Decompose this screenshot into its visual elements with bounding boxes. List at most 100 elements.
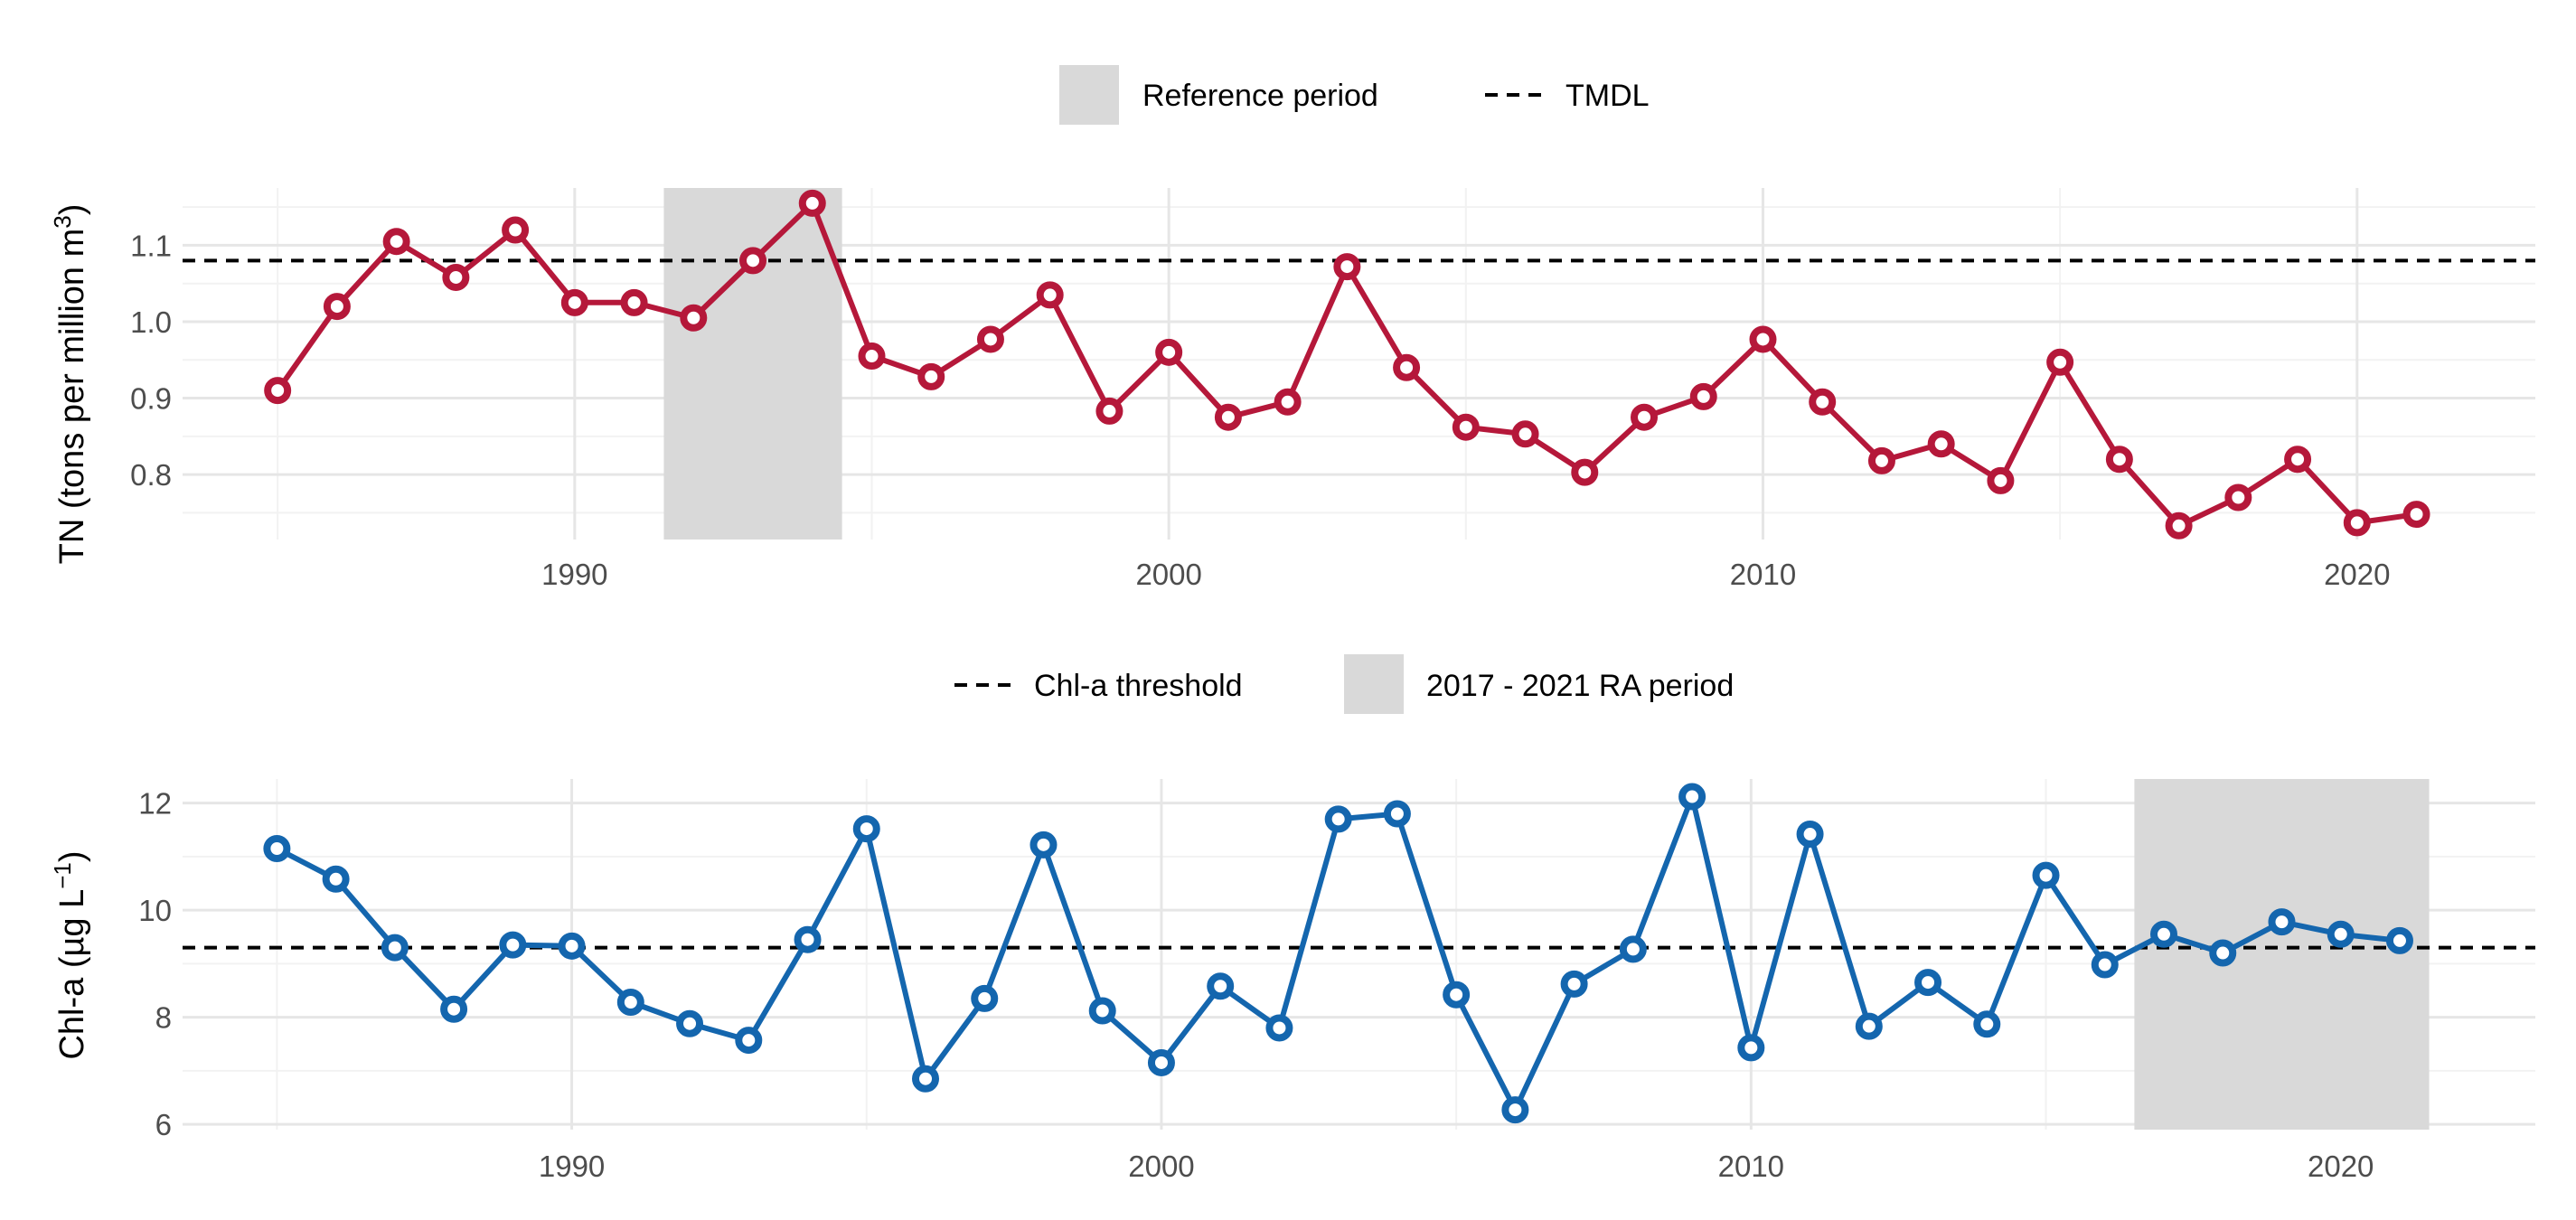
tn-data-point <box>2402 501 2430 529</box>
chla-y-tick-label: 6 <box>155 1108 172 1141</box>
chla-y-tick-label: 10 <box>138 894 172 927</box>
chla-x-tick-label: 2010 <box>1718 1150 1784 1183</box>
tn-data-point <box>1036 281 1064 309</box>
tn-data-point <box>323 293 351 321</box>
tn-data-point <box>858 343 886 371</box>
chla-chart: 1990 2000 2010 2020 6 8 10 12 <box>138 779 2535 1183</box>
chla-data-point <box>1737 1034 1765 1062</box>
legend-ra-period-label: 2017 - 2021 RA period <box>1426 669 1734 703</box>
tn-data-point <box>2343 509 2371 537</box>
chla-data-point <box>2268 908 2296 936</box>
legend-reference-period-swatch <box>1059 65 1119 125</box>
tn-data-point <box>2046 348 2074 376</box>
tn-y-tick-label: 0.8 <box>130 458 172 492</box>
tn-data-point <box>442 263 470 291</box>
chla-data-point <box>1029 831 1058 859</box>
tn-data-point <box>739 247 767 275</box>
chla-data-point <box>852 815 880 843</box>
chla-data-point <box>1678 783 1706 811</box>
tn-data-point <box>1867 446 1895 474</box>
tn-data-point <box>560 288 588 316</box>
tn-data-point <box>1749 325 1777 353</box>
chla-data-point <box>1619 935 1647 963</box>
chla-series-line <box>276 793 2401 1113</box>
chla-data-point <box>676 1009 704 1037</box>
tn-data-point <box>1631 403 1659 431</box>
chla-data-point <box>2091 951 2119 979</box>
chla-y-tick-label: 8 <box>155 1001 172 1035</box>
chla-y-axis-label: Chl-a (µg L−1) <box>49 850 91 1059</box>
chla-data-point <box>2150 920 2177 948</box>
tn-x-tick-label: 2010 <box>1730 558 1796 591</box>
tn-data-point <box>1452 413 1480 441</box>
tn-chart: 1990 2000 2010 2020 0.8 0.9 1.0 1.1 <box>130 188 2535 591</box>
tn-data-point <box>620 288 648 316</box>
tn-data-point <box>2284 446 2312 474</box>
legend-ra-period-swatch <box>1344 654 1404 714</box>
chla-data-point <box>322 865 350 893</box>
tn-data-point <box>1155 338 1183 366</box>
chla-x-tick-label: 2020 <box>2308 1150 2374 1183</box>
chla-data-point <box>1914 969 1942 997</box>
chla-data-point <box>912 1065 939 1093</box>
chla-data-point <box>735 1027 763 1055</box>
chla-data-point <box>1265 1014 1293 1042</box>
tn-data-point <box>1689 382 1717 410</box>
tn-data-point <box>798 189 826 217</box>
chla-data-point <box>2032 861 2060 889</box>
chla-shaded-period <box>2134 779 2430 1130</box>
tn-shaded-period <box>663 188 842 540</box>
tn-data-point <box>1571 458 1599 486</box>
tn-data-point <box>1927 430 1955 458</box>
chla-data-point <box>1501 1096 1529 1124</box>
chla-legend: Chl-a threshold 2017 - 2021 RA period <box>954 654 1734 714</box>
tn-x-tick-label: 2020 <box>2324 558 2390 591</box>
chla-data-point <box>440 995 468 1023</box>
tn-data-point <box>917 362 945 390</box>
tn-data-point <box>2105 446 2133 474</box>
chla-data-point <box>1147 1048 1175 1076</box>
chla-data-point <box>381 934 409 962</box>
chla-data-point <box>1796 821 1824 849</box>
chla-data-point <box>1443 981 1471 1009</box>
tn-data-point <box>2165 511 2193 540</box>
chla-data-point <box>1088 997 1116 1025</box>
tn-data-point <box>382 228 410 256</box>
chla-data-point <box>1207 972 1235 1000</box>
chla-data-point <box>2327 920 2355 948</box>
tn-data-point <box>1393 353 1421 381</box>
tn-data-point <box>2224 483 2252 511</box>
tn-data-point <box>1809 388 1837 416</box>
tn-data-point <box>1987 466 2015 494</box>
legend-reference-period-label: Reference period <box>1142 79 1378 113</box>
chla-data-point <box>1855 1012 1883 1040</box>
tn-series-line <box>275 200 2417 529</box>
tn-y-tick-label: 1.0 <box>130 305 172 339</box>
tn-data-point <box>1214 403 1242 431</box>
tn-x-tick-label: 1990 <box>541 558 607 591</box>
chla-data-point <box>616 989 644 1017</box>
chla-data-point <box>794 925 822 953</box>
legend-chla-threshold-label: Chl-a threshold <box>1034 669 1243 703</box>
tn-y-axis-label: TN (tons per million m3) <box>49 204 91 565</box>
chla-x-tick-label: 2000 <box>1128 1150 1194 1183</box>
chla-data-point <box>499 931 527 959</box>
tn-data-point <box>502 216 530 244</box>
legend-tmdl-label: TMDL <box>1565 79 1650 113</box>
tn-data-point <box>976 325 1004 353</box>
chla-data-point <box>263 835 291 863</box>
chla-data-point <box>1973 1010 2001 1038</box>
tn-x-tick-label: 2000 <box>1135 558 1201 591</box>
chla-y-tick-label: 12 <box>138 787 172 821</box>
chla-data-point <box>2209 939 2237 967</box>
chla-data-point <box>971 984 999 1012</box>
chla-data-point <box>1383 800 1411 828</box>
chla-data-point <box>1560 970 1588 998</box>
chla-data-point <box>2385 926 2413 954</box>
tn-y-tick-label: 1.1 <box>130 229 172 262</box>
tn-data-point <box>264 377 292 405</box>
tn-legend: Reference period TMDL <box>1059 65 1650 125</box>
tn-data-point <box>1511 420 1539 448</box>
chla-data-point <box>1324 805 1352 833</box>
